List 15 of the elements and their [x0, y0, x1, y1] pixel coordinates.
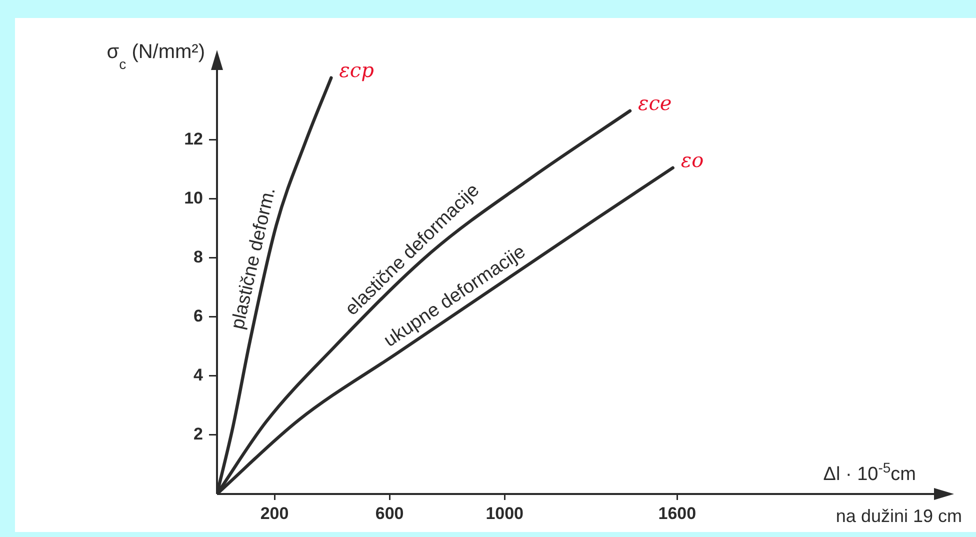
series-label: εce	[638, 91, 672, 116]
y-tick-label: 10	[184, 188, 203, 208]
y-tick-label: 2	[194, 424, 203, 444]
series-label: εo	[680, 148, 704, 172]
y-tick-label: 8	[194, 248, 203, 267]
y-tick-label: 12	[184, 129, 203, 148]
x-tick-label: 600	[375, 504, 404, 523]
x-tick-label: 1000	[486, 504, 524, 523]
text: na dužini 19 cm	[836, 506, 962, 526]
annotation: plastične deform.	[227, 186, 280, 332]
y-tick-label: 4	[194, 366, 204, 385]
x-tick-label: 1600	[658, 504, 696, 523]
series-label: εcp	[339, 58, 374, 82]
y-tick-label: 6	[194, 306, 203, 326]
x-tick-label: 200	[260, 504, 289, 523]
